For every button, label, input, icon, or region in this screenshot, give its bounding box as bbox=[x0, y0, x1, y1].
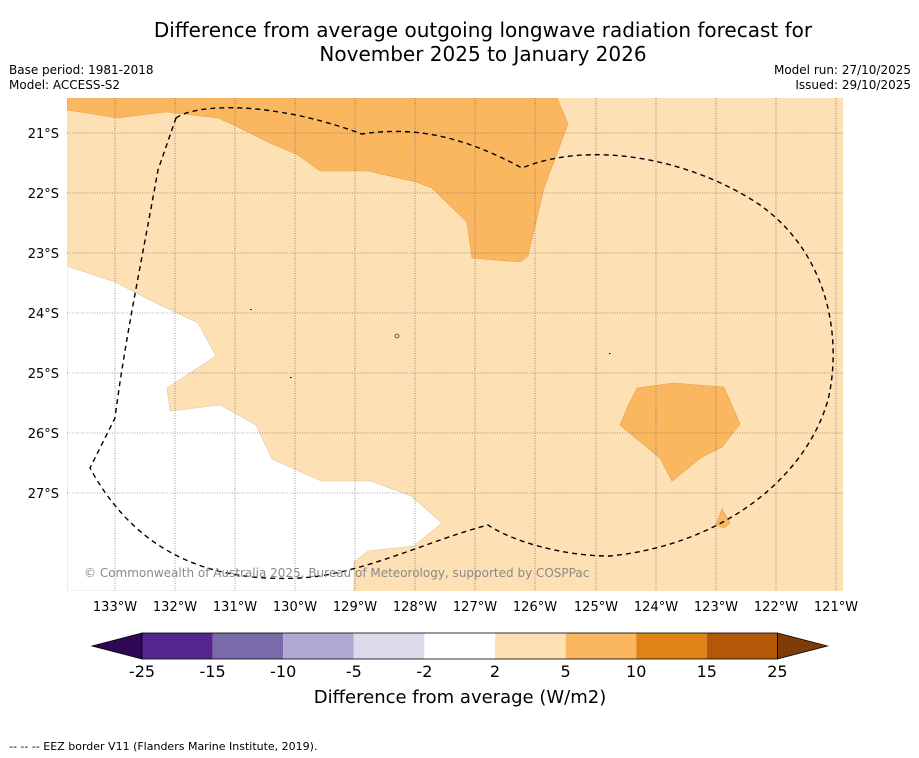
copyright-notice: © Commonwealth of Australia 2025, Bureau… bbox=[84, 566, 589, 580]
graticule bbox=[67, 98, 843, 591]
lon-label-121w: 121°W bbox=[814, 600, 858, 615]
field-5-to-10-east bbox=[619, 382, 741, 482]
footnote: -- -- -- EEZ border V11 (Flanders Marine… bbox=[9, 740, 318, 753]
lon-label-122w: 122°W bbox=[754, 600, 798, 615]
colorbar-bin bbox=[212, 633, 284, 659]
colorbar-bin bbox=[424, 633, 495, 659]
latitude-labels: 21°S 22°S 23°S 24°S 25°S 26°S 27°S bbox=[28, 127, 59, 502]
lon-label-127w: 127°W bbox=[453, 600, 497, 615]
field-5-to-10-north bbox=[67, 98, 569, 263]
meta-left: Base period: 1981-2018 Model: ACCESS-S2 bbox=[9, 63, 154, 93]
lon-label-132w: 132°W bbox=[153, 600, 197, 615]
field-neutral-region bbox=[67, 265, 443, 591]
lon-label-124w: 124°W bbox=[634, 600, 678, 615]
colorbar-tick-label: -15 bbox=[200, 662, 226, 681]
colorbar-bin bbox=[565, 633, 637, 659]
colorbar-tick-label: -5 bbox=[346, 662, 362, 681]
model-run: Model run: 27/10/2025 bbox=[773, 63, 911, 77]
small-feature-4 bbox=[609, 353, 611, 354]
lat-label-21s: 21°S bbox=[28, 127, 59, 142]
longitude-labels: 133°W 132°W 131°W 130°W 129°W 128°W 127°… bbox=[93, 600, 858, 615]
small-feature-1 bbox=[394, 333, 400, 339]
lat-label-27s: 27°S bbox=[28, 487, 59, 502]
title-line-1: Difference from average outgoing longwav… bbox=[153, 18, 813, 42]
colorbar-bin bbox=[142, 633, 213, 659]
model-name: Model: ACCESS-S2 bbox=[9, 78, 121, 92]
lat-label-22s: 22°S bbox=[28, 187, 59, 202]
colorbar-tick-label: -2 bbox=[416, 662, 432, 681]
lat-label-24s: 24°S bbox=[28, 307, 59, 322]
small-feature-3 bbox=[290, 377, 292, 378]
lon-label-125w: 125°W bbox=[574, 600, 618, 615]
lon-label-131w: 131°W bbox=[213, 600, 257, 615]
colorbar-bin bbox=[636, 633, 707, 659]
colorbar-extend-min bbox=[90, 632, 143, 660]
small-feature-2 bbox=[250, 309, 252, 310]
lat-label-23s: 23°S bbox=[28, 247, 59, 262]
lat-label-26s: 26°S bbox=[28, 427, 59, 442]
colorbar-tick-label: -10 bbox=[270, 662, 296, 681]
colorbar-tick-label: 10 bbox=[626, 662, 646, 681]
colorbar-tick-label: 5 bbox=[561, 662, 571, 681]
colorbar-tick-label: 25 bbox=[767, 662, 787, 681]
issued-date: Issued: 29/10/2025 bbox=[795, 78, 911, 92]
meta-right: Model run: 27/10/2025 Issued: 29/10/2025 bbox=[774, 63, 911, 93]
colorbar: -25 -15 -10 -5 -2 2 5 10 15 25 bbox=[90, 632, 829, 681]
base-period: Base period: 1981-2018 bbox=[9, 63, 154, 77]
colorbar-tick-label: 15 bbox=[697, 662, 717, 681]
colorbar-outline bbox=[141, 632, 778, 660]
colorbar-bin bbox=[353, 633, 425, 659]
lon-label-126w: 126°W bbox=[513, 600, 557, 615]
lon-label-128w: 128°W bbox=[393, 600, 437, 615]
title-line-2: November 2025 to January 2026 bbox=[319, 42, 647, 66]
eez-border bbox=[89, 107, 834, 580]
colorbar-tick-label: 2 bbox=[490, 662, 500, 681]
colorbar-bin bbox=[706, 633, 778, 659]
lon-label-133w: 133°W bbox=[93, 600, 137, 615]
lon-label-129w: 129°W bbox=[333, 600, 377, 615]
colorbar-tick-label: -25 bbox=[129, 662, 155, 681]
map-title: Difference from average outgoing longwav… bbox=[0, 18, 919, 66]
colorbar-extend-max bbox=[777, 632, 829, 660]
lat-label-25s: 25°S bbox=[28, 367, 59, 382]
colorbar-bin bbox=[495, 633, 566, 659]
colorbar-bin bbox=[283, 633, 354, 659]
map-plot: © Commonwealth of Australia 2025, Bureau… bbox=[67, 98, 843, 591]
lon-label-123w: 123°W bbox=[694, 600, 738, 615]
lon-label-130w: 130°W bbox=[273, 600, 317, 615]
colorbar-title: Difference from average (W/m2) bbox=[314, 687, 606, 708]
